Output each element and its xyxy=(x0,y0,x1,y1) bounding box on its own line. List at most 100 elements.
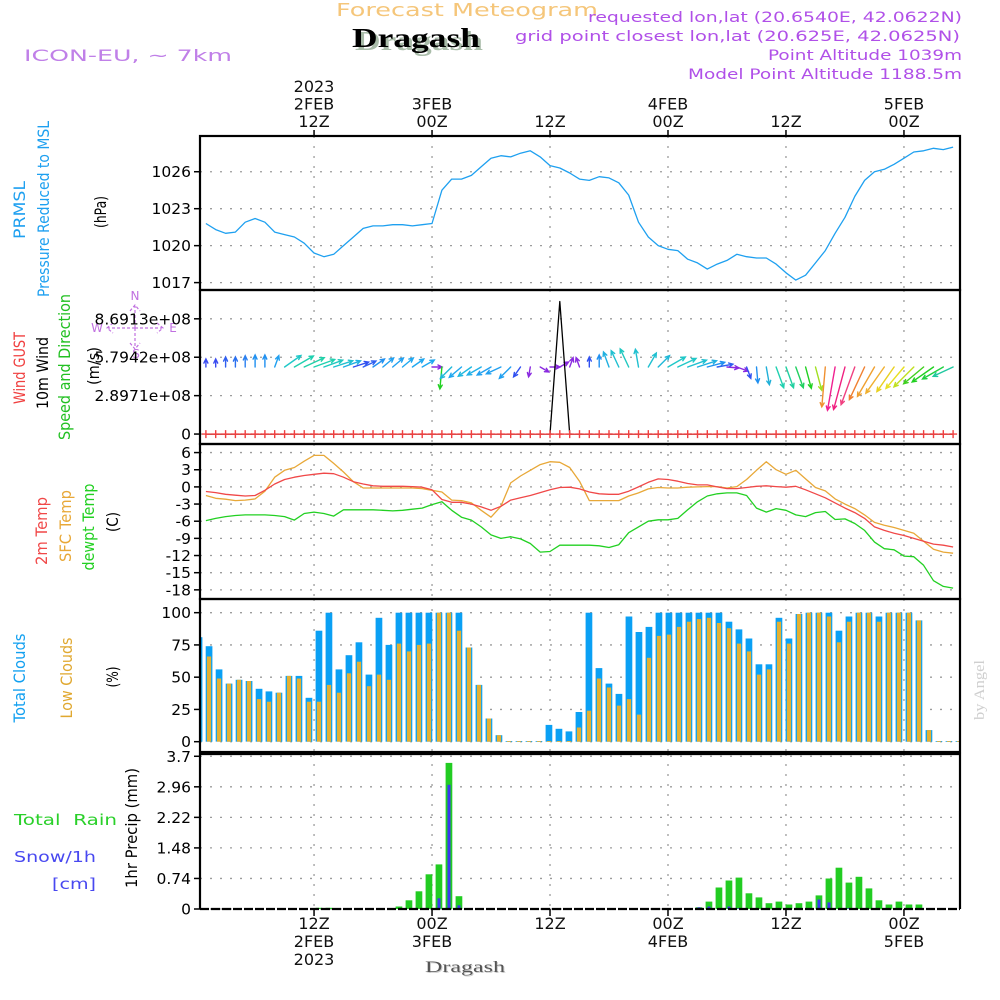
bottom-time-label: 2023 xyxy=(294,950,335,969)
wind-direction-arrow xyxy=(875,366,895,393)
wind-gust-marker xyxy=(949,430,958,439)
bottom-time-label: 12Z xyxy=(534,914,565,933)
total-rain-bar xyxy=(715,887,723,909)
wind-direction-arrow xyxy=(902,366,925,385)
top-time-label: 12Z xyxy=(298,112,329,131)
snow-unit-label: [cm] xyxy=(52,875,96,893)
wind-gust-marker xyxy=(929,430,938,439)
wind-direction-arrow xyxy=(864,366,885,395)
y-tick-label: -3 xyxy=(176,496,191,514)
bottom-time-label: 2FEB xyxy=(294,932,334,951)
low-clouds-bar xyxy=(506,741,512,742)
wind-direction-arrow xyxy=(421,359,436,368)
total-rain-bar xyxy=(805,901,813,909)
total-rain-bar xyxy=(855,876,863,909)
low-clouds-bar xyxy=(546,741,552,742)
low-clouds-bar xyxy=(486,718,492,742)
low-clouds-bar xyxy=(606,687,612,742)
temperature-marks xyxy=(205,454,954,589)
wind-direction-arrow xyxy=(848,366,866,402)
low-clouds-bar xyxy=(776,621,782,742)
wind-direction-arrow xyxy=(457,366,473,378)
wind-direction-arrow xyxy=(819,366,826,409)
wind-gust-label: Wind GUST xyxy=(10,332,29,404)
wind-gust-marker xyxy=(693,430,702,439)
wind-gust-marker xyxy=(801,430,810,439)
wind-direction-arrow xyxy=(825,366,836,412)
wind-gust-marker xyxy=(496,430,505,439)
wind-gust-marker xyxy=(270,430,279,439)
2m-temp-line xyxy=(205,472,954,548)
wind-gust-marker xyxy=(526,430,535,439)
low-clouds-bar xyxy=(626,699,632,742)
wind-gust-marker xyxy=(575,430,584,439)
y-tick-label: 5.7942e+08 xyxy=(95,349,191,367)
low-clouds-bar xyxy=(736,643,742,742)
wind-gust-marker xyxy=(791,430,800,439)
temperature-panel-labels: 2m Temp SFC Temp dewpt Temp (C) xyxy=(32,484,122,571)
snow-1h-bar xyxy=(727,906,731,909)
total-rain-label: Total Rain xyxy=(13,811,117,829)
wind-direction-arrow xyxy=(569,356,575,368)
low-clouds-bar xyxy=(326,684,332,742)
wind-direction-arrow xyxy=(526,366,532,379)
total-rain-bar xyxy=(795,903,803,909)
y-tick-label: 0 xyxy=(181,733,191,751)
snow-1h-bar xyxy=(817,899,821,909)
low-clouds-bar xyxy=(586,710,592,742)
bottom-time-label: 00Z xyxy=(888,914,919,933)
low-clouds-bar xyxy=(676,626,682,742)
low-clouds-bar xyxy=(246,681,252,742)
wind-gust-marker xyxy=(811,430,820,439)
wind-gust-marker xyxy=(506,430,515,439)
low-clouds-bar xyxy=(916,620,922,742)
wind-direction-arrow xyxy=(431,364,444,370)
wind-direction-arrows xyxy=(203,347,954,412)
prmsl-label: PRMSL xyxy=(10,181,29,239)
snow-1h-bar xyxy=(827,902,831,909)
low-clouds-bar xyxy=(886,612,892,742)
low-clouds-bar xyxy=(816,612,822,742)
y-tick-label: 6 xyxy=(181,444,191,462)
low-clouds-bar xyxy=(466,647,472,742)
wind-gust-marker xyxy=(664,430,672,439)
wind-10m-label: 10m Wind xyxy=(33,337,52,409)
low-clouds-bar xyxy=(826,616,832,742)
low-clouds-bar xyxy=(866,612,872,742)
wind-gust-marker xyxy=(919,430,928,439)
top-time-label: 00Z xyxy=(652,112,683,131)
wind-gust-marker xyxy=(231,430,240,439)
total-clouds-bar xyxy=(555,728,563,742)
wind-gust-marker xyxy=(673,430,682,439)
low-clouds-bar xyxy=(226,683,232,742)
bottom-time-label: 12Z xyxy=(770,914,801,933)
total-rain-bar xyxy=(765,903,773,909)
wind-direction-arrow xyxy=(222,355,229,368)
bottom-time-label: 3FEB xyxy=(412,932,452,951)
wind-gust-marker xyxy=(388,430,397,439)
low-clouds-bar xyxy=(746,651,752,742)
temp-sfc-label: SFC Temp xyxy=(56,490,75,562)
wind-gust-marker xyxy=(772,430,781,439)
y-tick-label: 0 xyxy=(181,426,191,444)
pressure-marks xyxy=(205,146,954,281)
wind-direction-arrow xyxy=(696,359,719,368)
wind-gust-marker xyxy=(300,430,309,439)
snow-1h-bar xyxy=(437,898,441,909)
watermark: by Angel xyxy=(972,660,988,720)
wind-gust-marker xyxy=(369,430,377,439)
model-name: ICON-EU, ~ 7km xyxy=(24,46,232,65)
clouds-panel: 0 25 50 75 100 xyxy=(161,597,962,754)
y-tick-label: -9 xyxy=(176,530,191,548)
wind-direction-arrow xyxy=(754,366,761,385)
wind-gust-marker xyxy=(477,430,486,439)
total-clouds-bar xyxy=(575,712,583,742)
wind-direction-arrow xyxy=(342,359,363,368)
total-clouds-bar xyxy=(200,637,203,742)
low-clouds-bar xyxy=(846,621,852,742)
wind-direction-arrow xyxy=(333,359,355,368)
grid-point-coordinates: grid point closest lon,lat (20.625E, 42.… xyxy=(515,29,960,45)
wind-direction-arrow xyxy=(633,347,640,368)
y-tick-label: 2.8971e+08 xyxy=(95,387,191,405)
wind-gust-marker xyxy=(201,430,210,439)
